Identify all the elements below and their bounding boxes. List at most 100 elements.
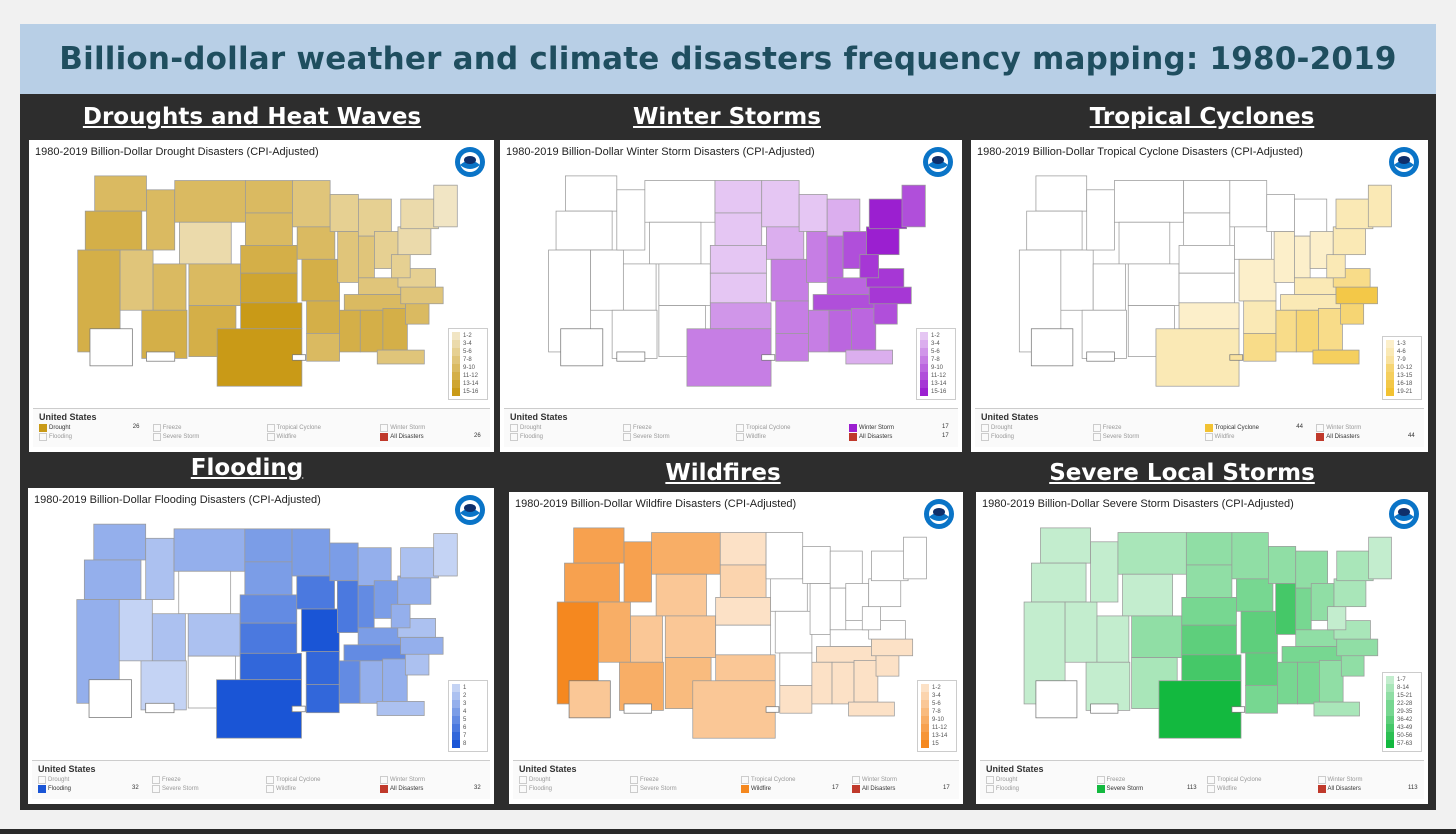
state-region-tx [686, 328, 772, 387]
disaster-type-filter[interactable]: Severe Storm [152, 433, 199, 441]
state-region-la [779, 685, 813, 714]
filter-checkbox-icon [266, 776, 274, 784]
state-region-ms [1277, 661, 1298, 705]
state-region-pa [1332, 226, 1366, 256]
state-region-sd [244, 212, 293, 246]
disaster-type-filter[interactable]: Drought [510, 424, 541, 432]
legend-swatch [1386, 716, 1394, 724]
state-region-nc [400, 286, 444, 305]
disaster-type-filter[interactable]: All Disasters [849, 433, 892, 441]
disaster-type-filter[interactable]: Tropical Cyclone [1207, 776, 1261, 784]
disaster-type-filter[interactable]: All Disasters [380, 433, 424, 441]
disaster-type-filter[interactable]: Tropical Cyclone [1204, 424, 1259, 432]
disaster-type-filter[interactable]: Wildfire [1207, 785, 1237, 793]
title-banner: Billion-dollar weather and climate disas… [20, 24, 1436, 94]
disaster-type-filter[interactable]: All Disasters [852, 785, 895, 793]
state-region-wy [1122, 573, 1174, 617]
type-count: 44 [1296, 424, 1303, 430]
disaster-type-filter[interactable]: Wildfire [741, 785, 771, 793]
disaster-type-filter[interactable]: Drought [986, 776, 1017, 784]
disaster-type-filter[interactable]: Winter Storm [380, 424, 425, 432]
state-region-mi [358, 198, 392, 237]
state-region-nv [118, 599, 153, 662]
state-region-wv [1326, 254, 1346, 279]
disaster-type-filter[interactable]: Drought [38, 776, 69, 784]
state-region-nd [244, 180, 293, 214]
disaster-type-filter[interactable]: Freeze [1096, 776, 1126, 784]
state-region-al [828, 309, 852, 353]
disaster-type-filter[interactable]: Flooding [510, 433, 543, 441]
disaster-type-filter[interactable]: Tropical Cyclone [741, 776, 795, 784]
state-region-ia [770, 578, 808, 612]
filter-label: Drought [49, 425, 71, 431]
disaster-type-filter[interactable]: All Disasters [380, 785, 423, 793]
legend-swatch [1386, 380, 1394, 388]
disaster-type-filter[interactable]: Flooding [39, 433, 72, 441]
noaa-logo-icon [924, 499, 954, 529]
filter-checkbox-icon [741, 785, 749, 793]
disaster-type-filter[interactable]: Drought [519, 776, 550, 784]
filter-label: Flooding [529, 786, 553, 792]
state-region-co [188, 263, 242, 306]
disaster-type-filter[interactable]: Freeze [623, 424, 652, 432]
state-region-ms [339, 309, 361, 353]
disaster-type-filter[interactable]: Severe Storm [1096, 785, 1143, 793]
disaster-type-filter[interactable]: Wildfire [1204, 433, 1235, 441]
state-region-ne- [903, 536, 927, 580]
disaster-type-filter[interactable]: Winter Storm [1316, 424, 1361, 432]
disaster-type-filter[interactable]: Tropical Cyclone [266, 424, 321, 432]
state-region-id [145, 537, 175, 600]
disaster-type-filter[interactable]: Flooding [38, 785, 71, 793]
state-region-wi [798, 194, 828, 232]
us-choropleth-map [1018, 175, 1392, 387]
filter-checkbox-icon [152, 785, 160, 793]
state-region-il [806, 231, 828, 283]
noaa-logo-icon [1389, 147, 1419, 177]
disaster-type-filter[interactable]: Severe Storm [630, 785, 677, 793]
disaster-type-filter[interactable]: Freeze [152, 776, 181, 784]
disaster-type-filter[interactable]: Freeze [1092, 424, 1121, 432]
state-region-tx [692, 680, 776, 739]
disaster-type-filter[interactable]: Freeze [152, 424, 181, 432]
state-region-ne [709, 245, 767, 274]
panel-heading: Droughts and Heat Waves [82, 104, 422, 130]
filter-checkbox-icon [986, 785, 994, 793]
disaster-type-filter[interactable]: Flooding [981, 433, 1014, 441]
disaster-type-filter[interactable]: Winter Storm [852, 776, 897, 784]
disaster-type-filter[interactable]: Freeze [630, 776, 659, 784]
disaster-type-filter[interactable]: Drought [39, 424, 70, 432]
filter-checkbox-icon [852, 785, 860, 793]
disaster-type-filter[interactable]: Wildfire [266, 433, 297, 441]
disaster-type-filter[interactable]: Severe Storm [152, 785, 199, 793]
disaster-type-filter[interactable]: Severe Storm [623, 433, 670, 441]
state-region-nd [1185, 532, 1233, 566]
filter-label: All Disasters [1326, 434, 1360, 440]
inset-region-ak [1035, 680, 1078, 719]
disaster-type-filter[interactable]: Winter Storm [1317, 776, 1363, 784]
disaster-type-filter[interactable]: Severe Storm [1092, 433, 1139, 441]
all-disasters-count: 44 [1408, 433, 1415, 439]
inset-region-pr [1229, 354, 1244, 361]
filter-label: Freeze [1106, 777, 1126, 783]
legend-label: 10-12 [1397, 365, 1413, 371]
state-region-ia [296, 575, 335, 610]
disaster-type-filter[interactable]: Wildfire [266, 785, 296, 793]
legend-swatch [1386, 348, 1394, 356]
panel-heading: Tropical Cyclones [1089, 104, 1315, 130]
disaster-type-filter[interactable]: Tropical Cyclone [736, 424, 790, 432]
filter-label: Tropical Cyclone [1217, 777, 1262, 783]
disaster-type-filter[interactable]: Flooding [986, 785, 1019, 793]
disaster-type-filter[interactable]: Drought [981, 424, 1012, 432]
disaster-type-filter[interactable]: All Disasters [1317, 785, 1361, 793]
disaster-type-filter[interactable]: Flooding [519, 785, 552, 793]
legend-label: 50-56 [1397, 733, 1413, 739]
disaster-type-filter[interactable]: Wildfire [736, 433, 766, 441]
filter-checkbox-icon [1092, 433, 1101, 441]
filter-label: Freeze [640, 777, 659, 783]
disaster-type-filter[interactable]: Winter Storm [380, 776, 425, 784]
disaster-type-filter[interactable]: Tropical Cyclone [266, 776, 320, 784]
disaster-type-filter[interactable]: All Disasters [1316, 433, 1360, 441]
disaster-type-filter[interactable]: Winter Storm [849, 424, 894, 432]
state-region-ny [871, 550, 909, 582]
legend-swatch [920, 356, 928, 364]
